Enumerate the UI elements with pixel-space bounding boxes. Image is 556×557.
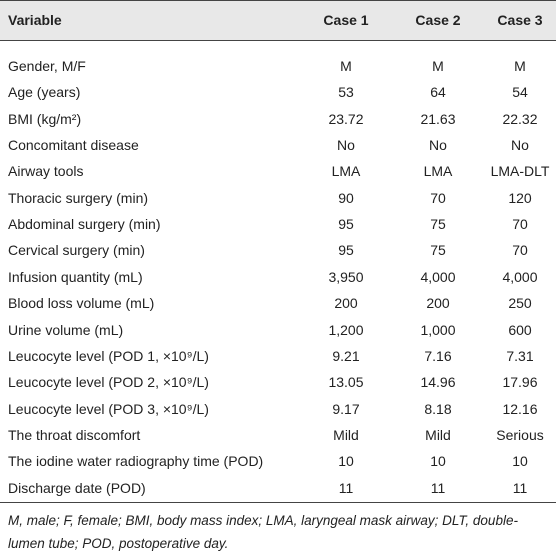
cell-value: 95	[338, 242, 354, 259]
cell-value: 90	[338, 189, 354, 206]
cell-value: No	[511, 137, 529, 154]
row-label: Airway tools	[8, 163, 84, 180]
cell-value: 17.96	[502, 374, 538, 391]
cell-value: 4,000	[420, 268, 456, 285]
row-label: Concomitant disease	[8, 137, 139, 154]
row-label: Abdominal surgery (min)	[8, 216, 161, 233]
cell-value: M	[340, 58, 352, 74]
row-label: The iodine water radiography time (POD)	[8, 453, 264, 470]
cell-value: 7.16	[424, 347, 452, 364]
cell-value: 7.31	[506, 347, 534, 364]
table-rule	[0, 502, 556, 503]
cell-value: 11	[512, 479, 528, 496]
cell-value: 22.32	[502, 110, 538, 127]
row-label: Age (years)	[8, 84, 81, 101]
cell-value: Mild	[333, 426, 359, 443]
row-label: Cervical surgery (min)	[8, 242, 145, 259]
cell-value: LMA	[423, 163, 453, 180]
cell-value: M	[514, 58, 526, 74]
cell-value: 70	[512, 216, 528, 233]
cell-value: 250	[508, 295, 532, 312]
cell-value: 64	[430, 84, 446, 101]
cell-value: 200	[426, 295, 450, 312]
cell-value: 53	[338, 84, 354, 101]
cell-value: 14.96	[420, 374, 456, 391]
column-header: Case 3	[497, 12, 543, 28]
row-label: Leucocyte level (POD 2, ×10⁹/L)	[8, 374, 209, 391]
row-label: The throat discomfort	[8, 426, 141, 443]
cell-value: Mild	[425, 426, 451, 443]
cell-value: 54	[512, 84, 528, 101]
row-label: Thoracic surgery (min)	[8, 189, 149, 206]
cell-value: No	[337, 137, 355, 154]
cell-value: 75	[430, 216, 446, 233]
row-label: Blood loss volume (mL)	[8, 295, 155, 312]
cell-value: 70	[430, 189, 446, 206]
cell-value: 10	[430, 453, 446, 470]
cell-value: No	[429, 137, 447, 154]
footnote: M, male; F, female; BMI, body mass index…	[8, 513, 518, 551]
column-header: Variable	[8, 12, 62, 28]
cell-value: 10	[338, 453, 354, 470]
cell-value: 1,200	[328, 321, 364, 338]
header-band	[0, 0, 556, 41]
cell-value: 120	[508, 189, 532, 206]
cell-value: 75	[430, 242, 446, 259]
cell-value: Serious	[496, 426, 544, 443]
cell-value: 11	[430, 479, 446, 496]
row-label: Gender, M/F	[8, 58, 86, 74]
cell-value: 23.72	[328, 110, 364, 127]
cell-value: 21.63	[420, 110, 456, 127]
cell-value: 11	[338, 479, 354, 496]
cell-value: 70	[512, 242, 528, 259]
row-label: Urine volume (mL)	[8, 321, 124, 338]
cell-value: 10	[512, 453, 528, 470]
row-label: Leucocyte level (POD 3, ×10⁹/L)	[8, 400, 209, 417]
cell-value: LMA-DLT	[490, 163, 550, 180]
cell-value: 95	[338, 216, 354, 233]
cell-value: 9.17	[332, 400, 360, 417]
cell-value: 600	[508, 321, 532, 338]
cell-value: 4,000	[502, 268, 538, 285]
cell-value: LMA	[331, 163, 361, 180]
cell-value: M	[432, 58, 444, 74]
cell-value: 200	[334, 295, 358, 312]
column-header: Case 2	[415, 12, 461, 28]
cell-value: 1,000	[420, 321, 456, 338]
cell-value: 3,950	[328, 268, 364, 285]
row-label: BMI (kg/m²)	[8, 110, 82, 127]
cell-value: 9.21	[332, 347, 360, 364]
cell-value: 13.05	[328, 374, 364, 391]
row-label: Discharge date (POD)	[8, 479, 146, 496]
row-label: Infusion quantity (mL)	[8, 268, 143, 285]
cell-value: 12.16	[502, 400, 538, 417]
column-header: Case 1	[323, 12, 369, 28]
cell-value: 8.18	[424, 400, 452, 417]
row-label: Leucocyte level (POD 1, ×10⁹/L)	[8, 347, 209, 364]
